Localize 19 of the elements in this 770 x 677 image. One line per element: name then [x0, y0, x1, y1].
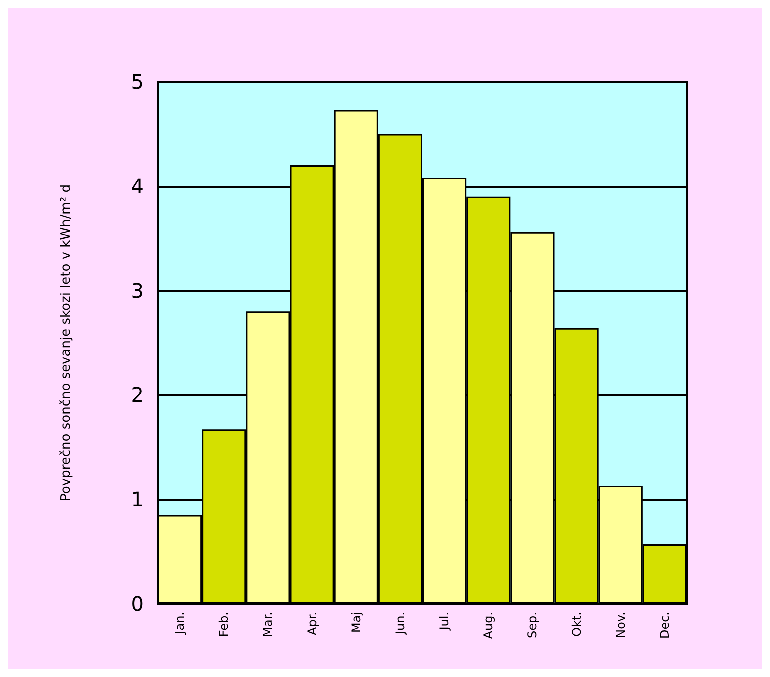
- y-tick-label: 1: [131, 488, 144, 512]
- y-tick-label: 2: [131, 383, 144, 408]
- x-tick-label: Nov.: [614, 612, 628, 638]
- x-tick-label: Sep.: [526, 612, 540, 638]
- x-tick-label: Okt.: [570, 612, 584, 637]
- x-tick-label: Feb.: [217, 612, 232, 638]
- y-tick-label: 4: [131, 174, 144, 198]
- x-tick-label: Jul.: [438, 612, 452, 632]
- y-axis-title: Povprečno sončno sevanje skozi leto v kWh/m² d: [59, 184, 74, 502]
- x-tick-label: Jun.: [393, 612, 408, 636]
- x-tick-label: Mar.: [261, 612, 276, 638]
- x-tick-label: Aug.: [482, 612, 496, 640]
- x-tick-label: Dec.: [658, 612, 672, 640]
- y-tick-label: 3: [131, 278, 144, 303]
- x-tick-label: Jan.: [173, 612, 188, 636]
- y-tick-label: 5: [131, 70, 144, 94]
- y-tick-label: 0: [131, 592, 144, 616]
- x-tick-label: Apr.: [305, 612, 320, 636]
- x-tick-label: Maj: [349, 612, 364, 634]
